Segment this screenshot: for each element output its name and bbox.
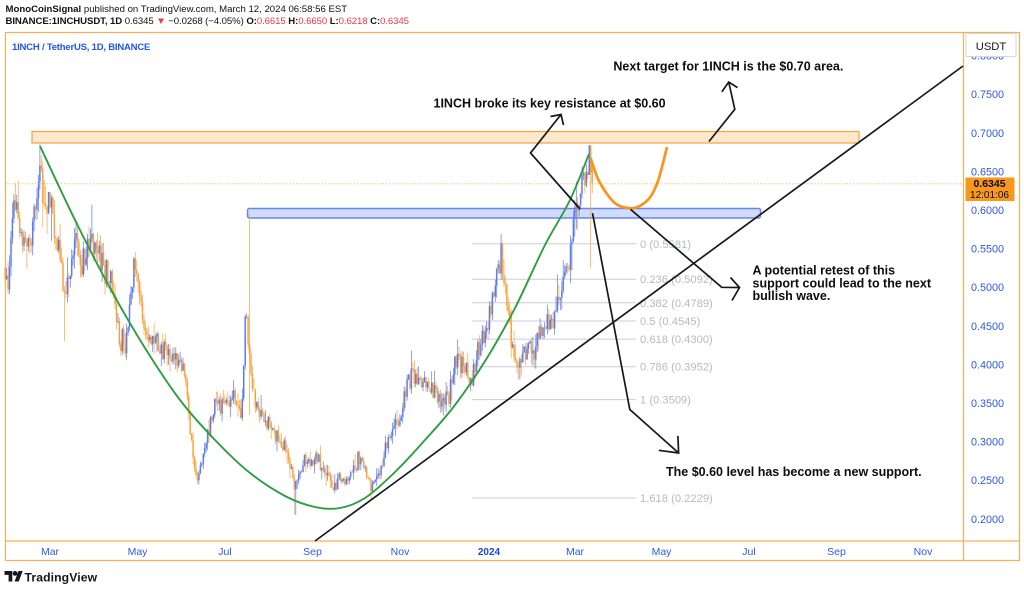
svg-text:Jul: Jul	[742, 546, 755, 558]
svg-text:0.7000: 0.7000	[971, 128, 1004, 140]
svg-text:2024: 2024	[478, 547, 501, 558]
svg-text:0.4000: 0.4000	[971, 359, 1004, 371]
svg-text:1INCH / TetherUS, 1D, BINANCE: 1INCH / TetherUS, 1D, BINANCE	[12, 42, 150, 53]
svg-text:0.5000: 0.5000	[971, 282, 1004, 294]
svg-text:12:01:06: 12:01:06	[970, 190, 1009, 201]
svg-text:1.618 (0.2229): 1.618 (0.2229)	[640, 493, 713, 505]
svg-text:Sep: Sep	[303, 546, 322, 558]
svg-text:Mar: Mar	[566, 546, 585, 558]
svg-text:USDT: USDT	[976, 41, 1007, 53]
svg-text:0.618 (0.4300): 0.618 (0.4300)	[640, 334, 713, 346]
svg-text:0.382 (0.4789): 0.382 (0.4789)	[640, 298, 713, 310]
svg-text:0.6345: 0.6345	[973, 178, 1005, 190]
svg-text:May: May	[128, 546, 149, 558]
svg-text:MonoCoinSignal published on Tr: MonoCoinSignal published on TradingView.…	[6, 4, 348, 15]
svg-text:0 (0.5581): 0 (0.5581)	[640, 239, 691, 251]
svg-text:0.5 (0.4545): 0.5 (0.4545)	[640, 316, 701, 328]
svg-text:0.5500: 0.5500	[971, 244, 1004, 256]
svg-text:0.786 (0.3952): 0.786 (0.3952)	[640, 362, 713, 374]
svg-text:0.2000: 0.2000	[971, 514, 1004, 526]
svg-text:0.236 (0.5092): 0.236 (0.5092)	[640, 274, 713, 286]
svg-text:TradingView: TradingView	[25, 571, 98, 585]
svg-text:0.6000: 0.6000	[971, 205, 1004, 217]
svg-text:1 (0.3509): 1 (0.3509)	[640, 395, 691, 407]
svg-text:Jul: Jul	[218, 546, 231, 558]
svg-text:Mar: Mar	[41, 546, 60, 558]
svg-text:The $0.60 level has become a n: The $0.60 level has become a new support…	[666, 465, 922, 479]
svg-text:0.4500: 0.4500	[971, 321, 1004, 333]
svg-text:Next target for 1INCH is the $: Next target for 1INCH is the $0.70 area.	[613, 60, 843, 74]
svg-text:1INCH broke its key resistance: 1INCH broke its key resistance at $0.60	[434, 97, 666, 111]
svg-text:0.2500: 0.2500	[971, 475, 1004, 487]
svg-text:Nov: Nov	[914, 546, 933, 558]
svg-text:support could lead to the next: support could lead to the next	[753, 276, 932, 290]
svg-text:0.6500: 0.6500	[971, 166, 1004, 178]
svg-text:0.3000: 0.3000	[971, 437, 1004, 449]
svg-text:A potential retest of this: A potential retest of this	[753, 263, 896, 277]
svg-text:May: May	[652, 546, 673, 558]
svg-text:bullish wave.: bullish wave.	[753, 289, 831, 303]
svg-text:BINANCE:1INCHUSDT, 1D 0.6345: BINANCE:1INCHUSDT, 1D 0.6345 ▼ −0.0268 (…	[6, 16, 409, 27]
svg-text:0.3500: 0.3500	[971, 398, 1004, 410]
svg-text:0.7500: 0.7500	[971, 89, 1004, 101]
svg-text:Nov: Nov	[391, 546, 410, 558]
svg-text:Sep: Sep	[827, 546, 846, 558]
